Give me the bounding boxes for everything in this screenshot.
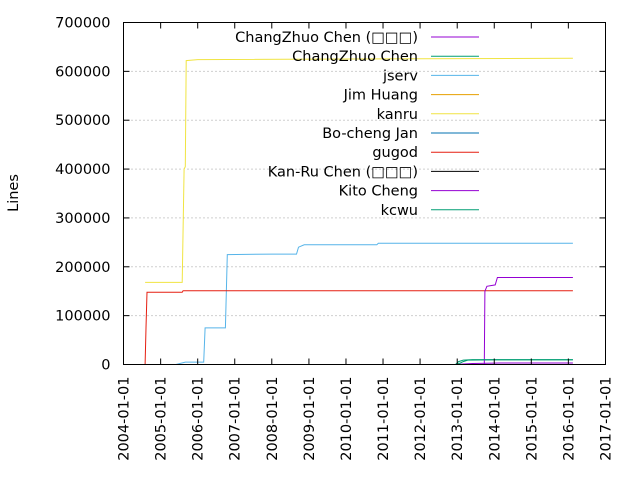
y-tick-label: 500000 — [55, 113, 110, 129]
x-tick-label: 2006-01-01 — [191, 377, 207, 461]
x-tick-label: 2012-01-01 — [413, 377, 429, 461]
x-tick-label: 2005-01-01 — [154, 377, 170, 461]
legend-label: Kan-Ru Chen (□□□) — [268, 164, 418, 180]
legend-label: ChangZhuo Chen (□□□) — [235, 30, 418, 46]
x-tick-label: 2016-01-01 — [561, 377, 577, 461]
x-tick-label: 2009-01-01 — [302, 377, 318, 461]
series-lines — [144, 57, 573, 365]
legend-label: gugod — [372, 145, 418, 161]
y-tick-label: 100000 — [55, 309, 110, 325]
y-axis-ticks: 0 100000 200000 300000 400000 500000 600000 700… — [55, 16, 606, 374]
legend-label: kcwu — [381, 203, 418, 219]
series-line — [145, 57, 573, 283]
plot-frame — [123, 22, 606, 365]
x-tick-label: 2007-01-01 — [228, 377, 244, 461]
y-tick-label: 400000 — [55, 162, 110, 178]
gridlines — [123, 70, 606, 317]
y-axis-label: Lines — [6, 174, 22, 212]
legend-label: Kito Cheng — [339, 184, 418, 200]
series-line — [175, 242, 573, 365]
x-tick-label: 2004-01-01 — [117, 377, 133, 461]
x-axis-ticks: 2004-01-01 2005-01-01 2006-01-01 2007-01-01… — [117, 22, 615, 461]
y-tick-label: 600000 — [55, 64, 110, 80]
y-tick-label: 300000 — [55, 211, 110, 227]
x-tick-label: 2008-01-01 — [265, 377, 281, 461]
legend-label: kanru — [377, 107, 418, 123]
legend-label: Jim Huang — [343, 88, 418, 104]
legend: ChangZhuo Chen (□□□) ChangZhuo Chen jserv J… — [235, 30, 479, 219]
x-tick-label: 2010-01-01 — [339, 377, 355, 461]
x-tick-label: 2013-01-01 — [450, 377, 466, 461]
legend-label: ChangZhuo Chen — [292, 49, 418, 65]
x-tick-label: 2014-01-01 — [487, 377, 503, 461]
y-tick-label: 200000 — [55, 260, 110, 276]
series-line — [483, 277, 573, 365]
legend-label: jserv — [382, 68, 418, 84]
y-tick-label: 700000 — [55, 16, 110, 32]
x-tick-label: 2017-01-01 — [599, 377, 615, 461]
legend-label: Bo-cheng Jan — [322, 126, 418, 142]
x-tick-label: 2011-01-01 — [376, 377, 392, 461]
x-tick-label: 2015-01-01 — [524, 377, 540, 461]
series-line — [144, 290, 573, 365]
y-tick-label: 0 — [101, 358, 110, 374]
